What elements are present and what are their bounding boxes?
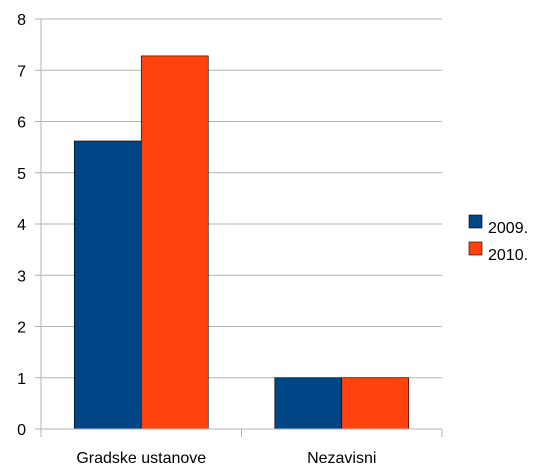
y-tick-label: 6	[17, 115, 26, 132]
y-tick-label: 0	[17, 422, 26, 439]
y-tick-labels: 0 1 2 3 4 5 6 7 8	[17, 12, 26, 439]
bar	[140, 55, 209, 430]
y-tick-label: 8	[17, 12, 26, 29]
x-tick-labels: Gradske ustanove Nezavisni	[76, 450, 376, 467]
bar	[341, 377, 410, 430]
legend-swatch	[468, 214, 483, 229]
bar	[73, 140, 142, 430]
y-tick-label: 3	[17, 268, 26, 285]
legend-swatch	[468, 241, 483, 256]
y-tick-label: 7	[17, 63, 26, 80]
axes	[35, 18, 443, 437]
x-tick-label: Nezavisni	[307, 450, 376, 467]
x-tick-label: Gradske ustanove	[76, 450, 206, 467]
bars	[73, 55, 410, 430]
y-tick-label: 2	[17, 320, 26, 337]
bar	[274, 377, 343, 430]
legend-label: 2010.	[488, 247, 528, 264]
legend-label: 2009.	[488, 220, 528, 237]
y-tick-label: 4	[17, 217, 26, 234]
y-tick-label: 1	[17, 371, 26, 388]
legend: 2009. 2010.	[468, 214, 528, 264]
y-tick-label: 5	[17, 166, 26, 183]
